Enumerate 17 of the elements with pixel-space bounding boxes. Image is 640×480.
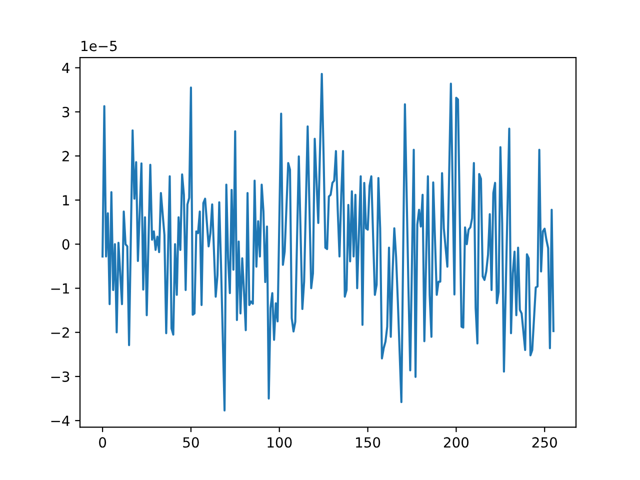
y-tick-label: −2 — [51, 327, 69, 338]
y-tick-label: −1 — [51, 283, 69, 294]
y-tick-label: 4 — [62, 62, 70, 74]
line-series — [102, 72, 554, 412]
x-tick-label: 200 — [444, 437, 469, 448]
x-tick-label: 250 — [532, 437, 557, 448]
y-tick-label: −4 — [51, 416, 70, 426]
y-tick-label: −3 — [51, 371, 70, 382]
y-tick-label: 0 — [62, 239, 70, 250]
text: 1e−5 — [82, 40, 117, 52]
x-tick-label: 150 — [356, 437, 380, 448]
x-tick-label: 0 — [99, 437, 106, 448]
y-tick-label: 1 — [62, 195, 69, 206]
x-tick-label: 100 — [268, 437, 292, 448]
y-tick-label: 3 — [62, 106, 70, 118]
x-tick-label: 50 — [183, 437, 199, 448]
y-tick-label: 2 — [62, 150, 69, 162]
